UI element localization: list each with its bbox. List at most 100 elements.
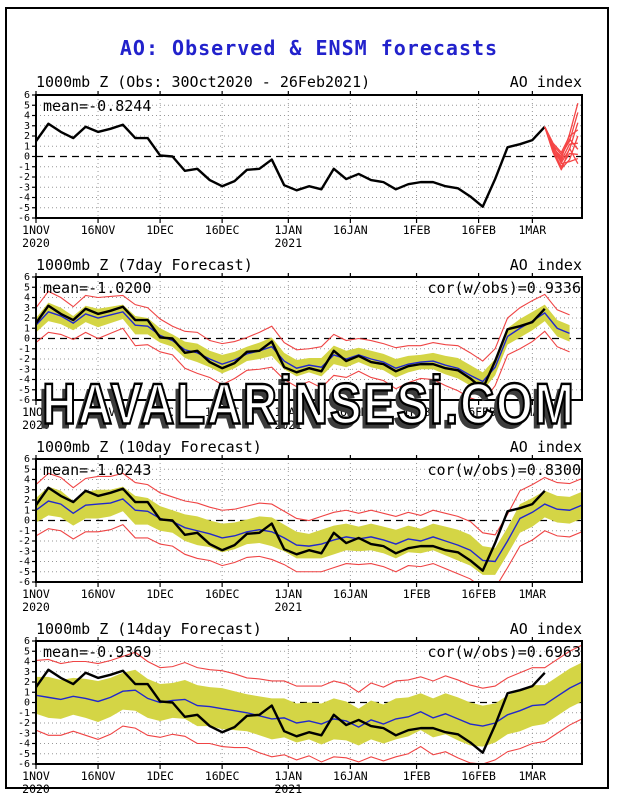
y-tick-label: -2 xyxy=(18,536,30,547)
panel-3-ao-index-label: AO index xyxy=(509,438,582,456)
y-tick-label: 5 xyxy=(24,464,30,475)
panel-2-ao-index-label: AO index xyxy=(509,256,582,274)
x-tick-label: 16DEC xyxy=(205,223,240,237)
y-tick-label: 4 xyxy=(24,293,30,304)
x-tick-label: 1FEB xyxy=(403,587,431,601)
y-tick-label: 0 xyxy=(24,698,30,709)
y-tick-label: 2 xyxy=(24,495,30,506)
x-tick-label: 16JAN xyxy=(333,769,368,783)
y-tick-label: -1 xyxy=(18,526,30,537)
x-tick-label: 1DEC xyxy=(146,405,174,419)
x-tick-label: 1NOV xyxy=(22,223,50,237)
y-tick-label: -2 xyxy=(18,718,30,729)
x-tick-label: 1NOV xyxy=(22,769,50,783)
y-tick-label: 6 xyxy=(24,454,30,465)
x-tick-label: 1JAN xyxy=(274,223,302,237)
x-tick-label: 16JAN xyxy=(333,587,368,601)
x-tick-label: 16NOV xyxy=(81,769,116,783)
y-tick-label: 0 xyxy=(24,334,30,345)
panel-3-header: 1000mb Z (10day Forecast) AO index xyxy=(36,438,582,456)
x-tick-label: 1DEC xyxy=(146,223,174,237)
x-tick-label: 16DEC xyxy=(205,587,240,601)
red-envelope-line xyxy=(36,472,582,536)
x-tick-year-label: 2020 xyxy=(22,600,50,614)
panel-1-mean-label: mean=-0.8244 xyxy=(43,97,152,115)
x-tick-year-label: 2020 xyxy=(22,236,50,250)
y-tick-label: 6 xyxy=(24,272,30,283)
x-tick-label: 1DEC xyxy=(146,587,174,601)
observed-line xyxy=(36,486,546,572)
y-tick-label: 5 xyxy=(24,100,30,111)
y-tick-label: 4 xyxy=(24,111,30,122)
y-tick-label: -5 xyxy=(18,385,30,396)
panel-4-mean-label: mean=-0.9369 xyxy=(43,643,152,661)
y-tick-label: 4 xyxy=(24,475,30,486)
y-tick-label: -4 xyxy=(18,557,30,568)
red-envelope-line xyxy=(36,644,582,693)
panel-4-title: 1000mb Z (14day Forecast) xyxy=(36,620,262,638)
forecast-member-line xyxy=(544,126,579,171)
y-tick-label: 3 xyxy=(24,485,30,496)
panel-3-title: 1000mb Z (10day Forecast) xyxy=(36,438,262,456)
observed-line xyxy=(36,122,546,208)
y-tick-label: 6 xyxy=(24,90,30,101)
y-tick-label: -6 xyxy=(18,213,30,224)
y-tick-label: 0 xyxy=(24,516,30,527)
panel-2-title: 1000mb Z (7day Forecast) xyxy=(36,256,253,274)
blue-ensemble-mean-line xyxy=(36,498,582,563)
watermark: HAVALARİNSESİ.COM xyxy=(41,370,576,437)
x-tick-label: 16FEB xyxy=(461,587,496,601)
x-tick-label: 1FEB xyxy=(403,223,431,237)
red-envelope-line xyxy=(36,718,582,764)
panel-4-header: 1000mb Z (14day Forecast) AO index xyxy=(36,620,582,638)
y-tick-label: -3 xyxy=(18,182,30,193)
observed-line xyxy=(36,304,546,390)
y-tick-label: -5 xyxy=(18,749,30,760)
x-tick-label: 1MAR xyxy=(519,587,547,601)
y-tick-label: -2 xyxy=(18,354,30,365)
x-tick-label: 1NOV xyxy=(22,587,50,601)
panel-3-mean-label: mean=-1.0243 xyxy=(43,461,152,479)
y-tick-label: 1 xyxy=(24,141,30,152)
blue-ensemble-mean-line xyxy=(36,311,570,383)
y-tick-label: -6 xyxy=(18,577,30,588)
y-tick-label: 2 xyxy=(24,677,30,688)
panel-1-ao-index-label: AO index xyxy=(509,73,582,91)
ensemble-spread-band xyxy=(36,662,582,747)
forecast-member-line xyxy=(544,126,579,165)
red-envelope-line xyxy=(36,290,570,362)
panel-2-header: 1000mb Z (7day Forecast) AO index xyxy=(36,256,582,274)
panel-1-header: 1000mb Z (Obs: 30Oct2020 - 26Feb2021) AO… xyxy=(36,73,582,91)
y-tick-label: 1 xyxy=(24,687,30,698)
y-tick-label: -3 xyxy=(18,364,30,375)
x-tick-label: 1MAR xyxy=(519,405,547,419)
red-envelope-line xyxy=(36,523,582,582)
y-tick-label: -3 xyxy=(18,728,30,739)
y-tick-label: -4 xyxy=(18,375,30,386)
y-tick-label: -6 xyxy=(18,759,30,770)
x-tick-year-label: 2020 xyxy=(22,782,50,796)
y-tick-label: -3 xyxy=(18,546,30,557)
x-tick-label: 1FEB xyxy=(403,405,431,419)
y-tick-label: 2 xyxy=(24,131,30,142)
y-tick-label: 6 xyxy=(24,636,30,647)
y-tick-label: 0 xyxy=(24,152,30,163)
x-tick-label: 1MAR xyxy=(519,223,547,237)
x-tick-year-label: 2021 xyxy=(274,600,302,614)
y-tick-label: -5 xyxy=(18,567,30,578)
observed-line xyxy=(36,668,546,754)
y-tick-label: 5 xyxy=(24,282,30,293)
y-tick-label: -6 xyxy=(18,395,30,406)
y-tick-label: -1 xyxy=(18,344,30,355)
y-tick-label: -2 xyxy=(18,172,30,183)
y-tick-label: 3 xyxy=(24,667,30,678)
x-tick-label: 16FEB xyxy=(461,405,496,419)
y-tick-label: -5 xyxy=(18,203,30,214)
panel-1-title: 1000mb Z (Obs: 30Oct2020 - 26Feb2021) xyxy=(36,73,371,91)
panel-2-correlation-label: cor(w/obs)=0.9336 xyxy=(427,279,581,297)
y-tick-label: -1 xyxy=(18,162,30,173)
